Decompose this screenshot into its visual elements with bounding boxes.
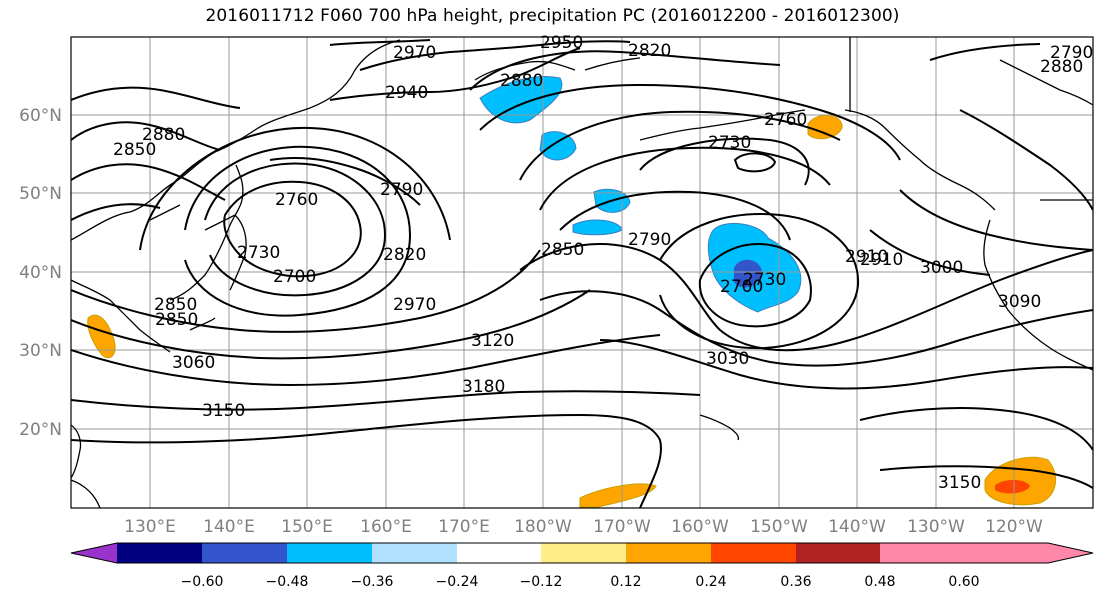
contour-label: 3030: [706, 349, 749, 369]
lon-label: 170°W: [593, 517, 651, 537]
colorbar-swatch: [372, 543, 457, 563]
contour-label: 2790: [1050, 43, 1093, 63]
contour-label: 3150: [202, 401, 245, 421]
contour-label: 2790: [628, 230, 671, 250]
colorbar-tick: 0.48: [864, 574, 895, 590]
colorbar-swatch: [202, 543, 287, 563]
colorbar-swatch: [626, 543, 711, 563]
colorbar-swatch: [796, 543, 880, 563]
contour-label: 2790: [380, 180, 423, 200]
contour-label: 2730: [708, 133, 751, 153]
contour-label: 2850: [541, 240, 584, 260]
lon-label: 140°E: [203, 517, 255, 537]
contour-label: 2880: [142, 125, 185, 145]
contour-label: 3000: [920, 258, 963, 278]
lon-label: 160°E: [360, 517, 412, 537]
colorbar-extend-min: [71, 543, 117, 563]
lon-label: 180°W: [514, 517, 572, 537]
contour-label: 2910: [845, 247, 888, 267]
colorbar-tick: 0.24: [695, 574, 726, 590]
colorbar-tick: −0.36: [351, 574, 394, 590]
lat-label: 30°N: [19, 341, 62, 361]
colorbar-tick: −0.48: [266, 574, 309, 590]
contour-label: 3060: [172, 353, 215, 373]
contour-label: 2730: [743, 270, 786, 290]
lon-label: 150°E: [281, 517, 333, 537]
colorbar-swatch: [287, 543, 372, 563]
colorbar-swatch: [711, 543, 796, 563]
colorbar: −0.60 −0.48 −0.36 −0.24 −0.12 0.12 0.24 …: [70, 542, 1094, 590]
contour-label: 3090: [998, 292, 1041, 312]
lat-label: 20°N: [19, 420, 62, 440]
colorbar-tick: −0.12: [520, 574, 563, 590]
colorbar-tick: −0.24: [436, 574, 479, 590]
contour-label: 2970: [393, 295, 436, 315]
contour-label: 2820: [383, 245, 426, 265]
contour-label: 2730: [237, 243, 280, 263]
contour-label: 2700: [720, 277, 763, 297]
colorbar-swatch: [457, 543, 541, 563]
colorbar-swatch: [541, 543, 626, 563]
contour-label: 2850: [113, 140, 156, 160]
lat-label: 50°N: [19, 184, 62, 204]
colorbar-swatch: [117, 543, 202, 563]
contour-label: 2850: [155, 310, 198, 330]
lon-label: 150°W: [750, 517, 808, 537]
contour-label: 2880: [500, 71, 543, 91]
longitude-labels: 130°E 140°E 150°E 160°E 170°E 180°W 170°…: [124, 517, 1043, 537]
contour-label: 2910: [860, 250, 903, 270]
contour-label: 2950: [540, 33, 583, 53]
contour-label: 2850: [154, 295, 197, 315]
coastlines: [71, 37, 1093, 508]
contour-label: 2760: [764, 110, 807, 130]
lon-label: 130°W: [907, 517, 965, 537]
contour-label: 3120: [471, 331, 514, 351]
contour-label: 2820: [628, 41, 671, 61]
colorbar-tick: 0.36: [780, 574, 811, 590]
colorbar-outline: [70, 542, 1094, 564]
contour-label: 2880: [1040, 57, 1083, 77]
map-frame: [70, 36, 1094, 509]
contour-label: 2760: [275, 190, 318, 210]
lon-label: 140°W: [828, 517, 886, 537]
colorbar-tick: 0.12: [610, 574, 641, 590]
map-title: 2016011712 F060 700 hPa height, precipit…: [205, 6, 900, 26]
colorbar-tick: −0.60: [181, 574, 224, 590]
contour-label: 3180: [462, 377, 505, 397]
contour-label: 3150: [938, 473, 981, 493]
lon-label: 130°E: [124, 517, 176, 537]
precip-shading: [87, 76, 1056, 508]
colorbar-tick: 0.60: [948, 574, 979, 590]
colorbar-swatch: [880, 543, 964, 563]
contour-labels: 2970 2910 2820 2790 2760 2940 2880 2850 …: [113, 33, 1093, 493]
lon-label: 120°W: [985, 517, 1043, 537]
lat-label: 60°N: [19, 106, 62, 126]
contour-label: 2940: [385, 83, 428, 103]
contour-label: 2700: [273, 267, 316, 287]
lat-label: 40°N: [19, 263, 62, 283]
lon-label: 160°W: [671, 517, 729, 537]
contour-label: 2970: [393, 43, 436, 63]
height-contours: [71, 39, 1093, 508]
latitude-labels: 60°N 50°N 40°N 30°N 20°N: [19, 106, 62, 440]
lon-label: 170°E: [438, 517, 490, 537]
